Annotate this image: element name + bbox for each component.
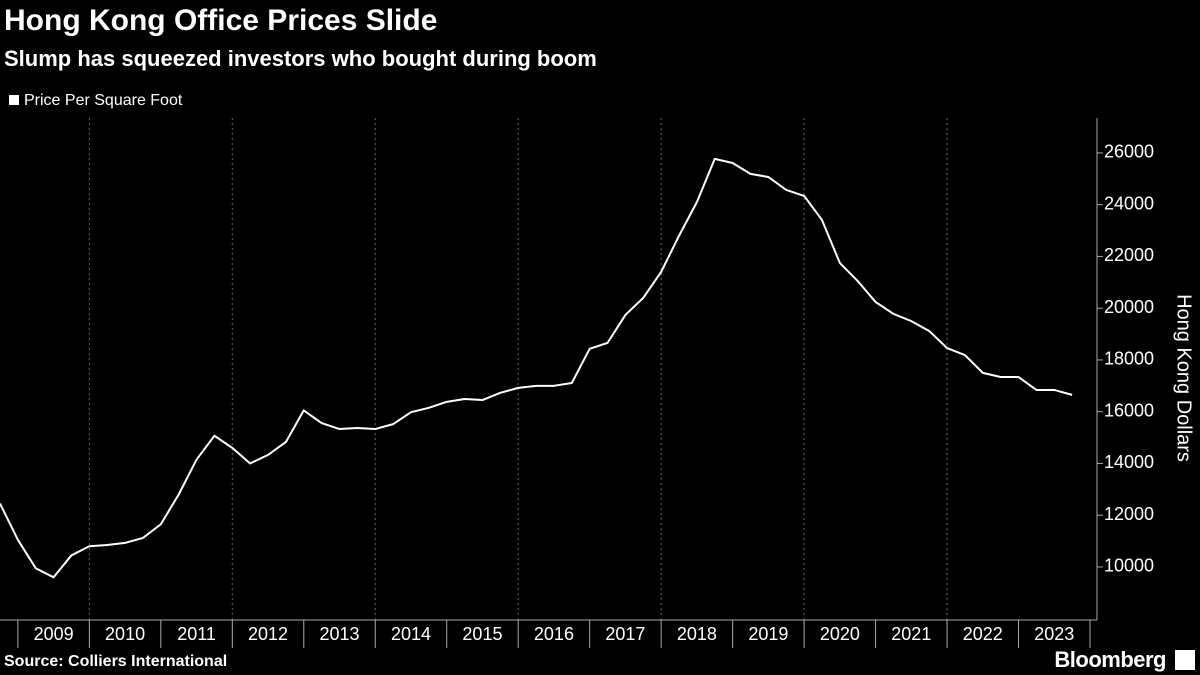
chart-title: Hong Kong Office Prices Slide (4, 4, 437, 37)
y-tick-label: 22000 (1104, 245, 1154, 265)
source: Source: Colliers International (4, 653, 227, 670)
y-tick-label: 10000 (1104, 556, 1154, 576)
y-tick-label: 12000 (1104, 504, 1154, 524)
y-tick-label: 20000 (1104, 297, 1154, 317)
y-tick-label: 16000 (1104, 400, 1154, 420)
y-tick-label: 24000 (1104, 193, 1154, 213)
x-tick-label: 2023 (1034, 624, 1074, 644)
y-axis-label: Hong Kong Dollars (1173, 294, 1195, 462)
x-tick-label: 2015 (462, 624, 502, 644)
line (0, 157, 1073, 579)
x-tick-label: 2010 (105, 624, 145, 644)
x-tick-label: 2016 (534, 624, 574, 644)
x-tick-label: 2011 (177, 624, 216, 644)
x-tick-label: 2021 (891, 624, 931, 644)
legend-label: Price Per Square Foot (24, 92, 183, 109)
y-tick-label: 14000 (1104, 452, 1154, 472)
brand: Bloomberg (1054, 647, 1166, 672)
chart-subtitle: Slump has squeezed investors who bought … (4, 46, 597, 71)
x-tick-label: 2017 (605, 624, 645, 644)
x-tick-label: 2018 (677, 624, 717, 644)
x-tick-label: 2012 (248, 624, 288, 644)
x-tick-label: 2022 (963, 624, 1003, 644)
legend-swatch (9, 95, 19, 105)
x-tick-label: 2014 (391, 624, 431, 644)
x-tick-label: 2013 (319, 624, 359, 644)
x-tick-label: 2020 (820, 624, 860, 644)
x-tick-label: 2019 (748, 624, 788, 644)
y-tick-label: 26000 (1104, 142, 1154, 162)
y-tick-label: 18000 (1104, 349, 1154, 369)
x-tick-label: 2009 (34, 624, 74, 644)
brand-icon (1175, 650, 1195, 670)
